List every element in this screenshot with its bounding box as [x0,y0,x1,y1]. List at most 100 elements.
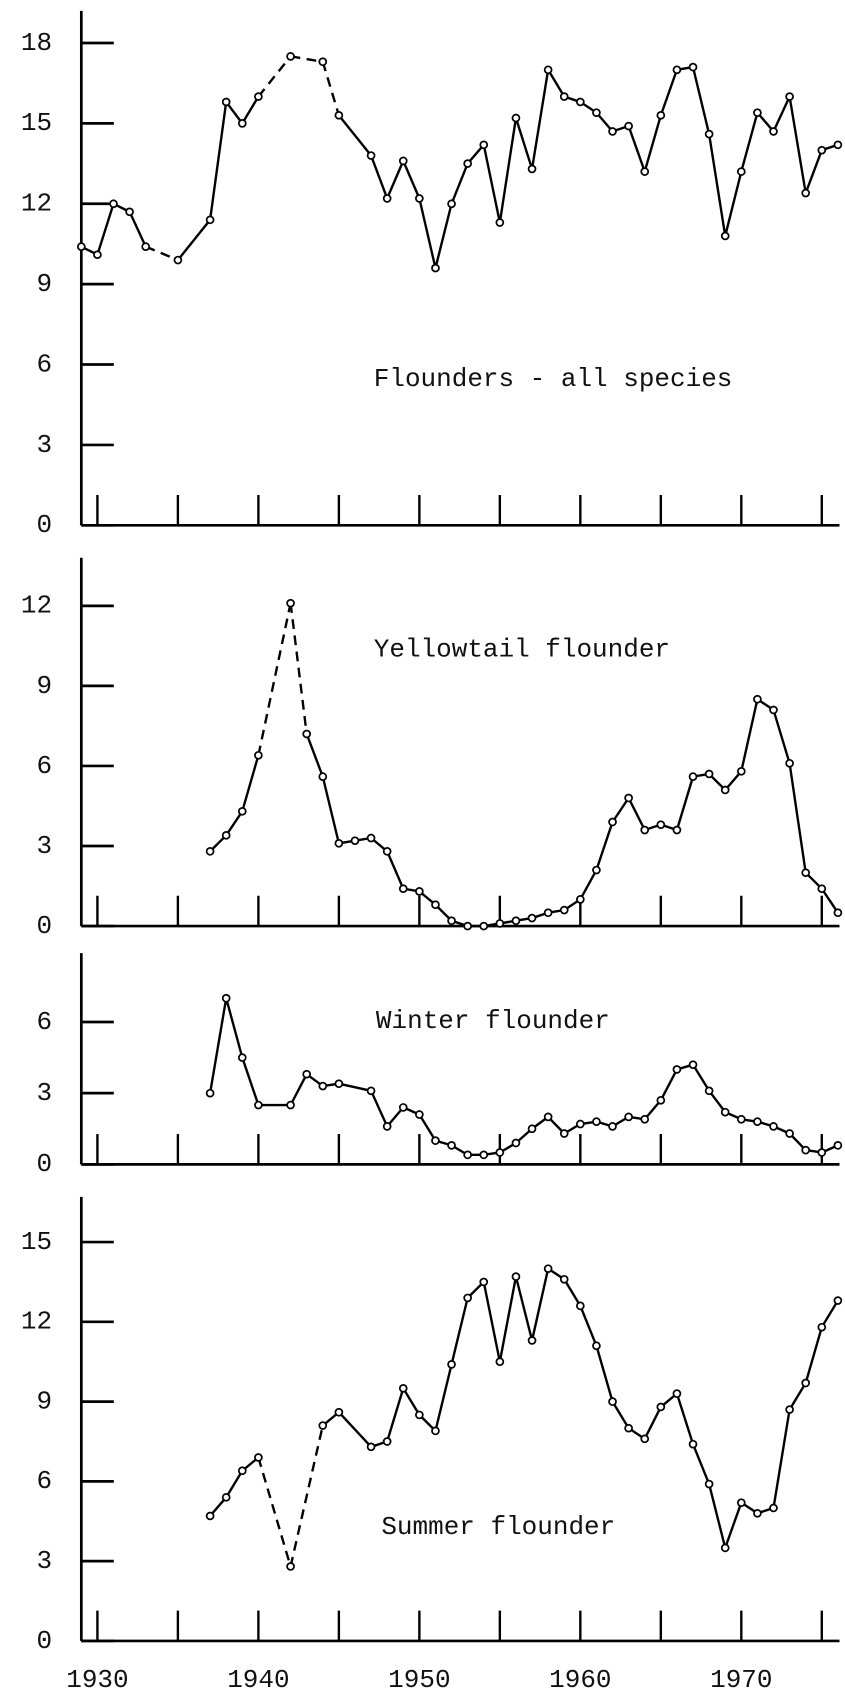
data-point [656,1095,666,1105]
y-tick-label: 6 [36,751,52,781]
line-segment [369,155,389,199]
data-point [720,1107,730,1117]
data-point [237,119,247,128]
data-point [559,92,569,101]
line-segment [257,1457,292,1567]
line-segment [96,203,115,256]
data-point [302,1069,312,1079]
data-point [495,218,505,227]
data-point [576,1301,585,1311]
data-point [736,1498,746,1507]
data-point [753,1508,762,1518]
line-segment [257,55,292,98]
data-point [398,884,408,894]
data-point [382,194,392,203]
data-point [608,1397,617,1406]
data-point [543,65,553,75]
line-segment [772,709,791,764]
data-point [785,1129,794,1138]
data-point [366,151,376,160]
data-point [334,1407,344,1417]
line-segment [418,1113,437,1142]
data-point [736,167,746,176]
line-segment [338,1082,372,1092]
y-tick-label: 3 [36,831,52,861]
data-point [431,1426,440,1436]
data-point [704,769,714,779]
line-segment [788,763,807,873]
line-segment [176,219,212,261]
data-point [769,1503,778,1513]
line-segment [659,69,679,116]
data-point [431,263,440,273]
y-tick-label: 18 [21,28,52,58]
data-point [559,905,569,915]
data-point [720,1543,730,1553]
line-segment [145,245,179,262]
data-point [382,1122,392,1131]
line-segment [675,776,695,831]
line-segment [788,96,807,194]
line-segment [257,602,292,756]
line-segment [595,821,614,871]
y-tick-label: 9 [36,1386,52,1416]
data-point [350,836,360,846]
line-segment [514,117,534,170]
data-point [463,921,472,931]
data-point [463,159,472,168]
line-segment [289,1073,308,1106]
data-point [366,1086,376,1096]
panel-title: Winter flounder [376,1006,610,1036]
data-point [736,766,746,776]
data-point [543,908,553,918]
data-point [382,1437,392,1446]
data-point [479,140,489,150]
data-point [254,1453,263,1462]
data-point [640,1434,650,1444]
data-point [286,598,295,608]
data-point [93,250,102,260]
line-segment [289,1425,324,1567]
data-point [205,1088,215,1098]
data-point [656,820,666,829]
y-tick-label: 15 [21,1227,52,1257]
data-point [769,1122,778,1131]
data-point [592,108,601,117]
data-point [495,919,505,928]
data-point [221,1493,231,1502]
data-point [221,993,231,1003]
data-point [318,1421,328,1430]
data-point [640,167,650,176]
y-tick-label: 9 [36,671,52,701]
data-point [366,1442,376,1452]
line-segment [289,603,308,735]
y-tick-label: 12 [21,591,52,621]
data-point [141,242,151,251]
data-point [608,1122,617,1131]
y-tick-label: 6 [36,349,52,379]
data-point [817,884,827,894]
line-segment [627,125,646,173]
line-segment [241,754,260,812]
data-point [447,1141,456,1150]
line-segment [450,163,469,205]
data-point [398,1103,408,1112]
y-tick-label: 6 [36,1466,52,1496]
line-segment [514,1276,534,1341]
line-segment [241,1057,260,1106]
line-segment [547,69,566,98]
line-segment [579,869,598,900]
data-point [785,1405,794,1414]
data-point [415,194,424,203]
line-segment [611,797,630,823]
data-point [221,831,231,840]
data-point [447,199,456,209]
data-point [640,1114,650,1124]
line-segment [692,1064,711,1092]
data-point [334,1079,344,1089]
data-point [415,887,424,896]
line-segment [675,1393,695,1445]
line-segment [321,776,341,844]
panel-title: Summer flounder [381,1512,615,1542]
